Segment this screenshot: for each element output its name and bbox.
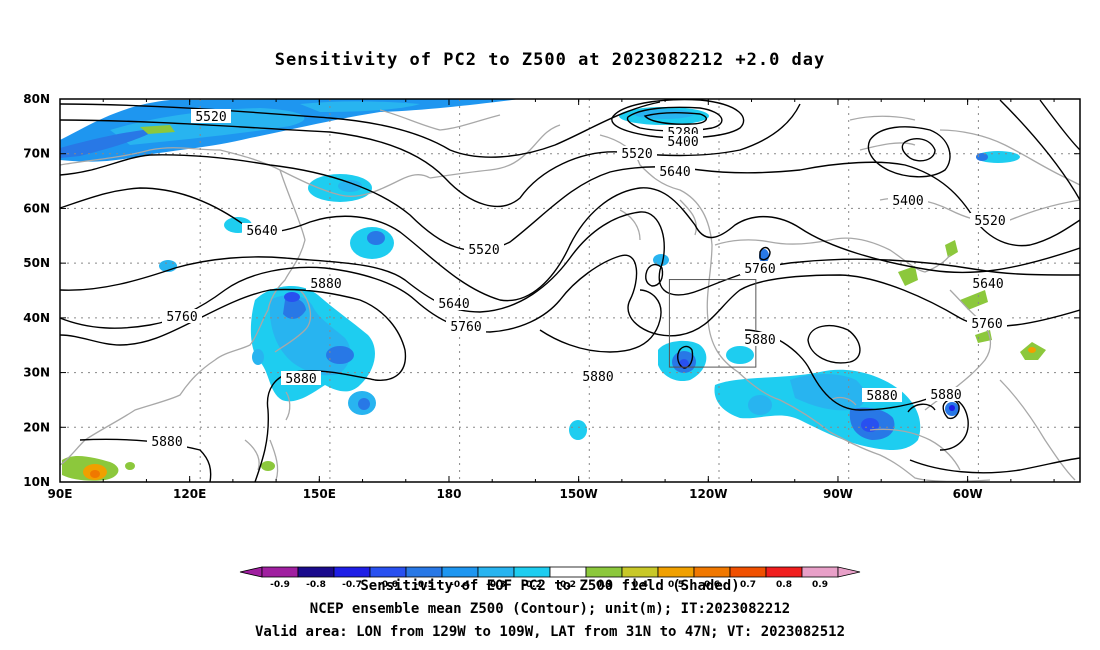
lat-label: 30N bbox=[23, 366, 50, 380]
colorbar-tick-label: -0.3 bbox=[486, 580, 506, 590]
contour-label: 5880 bbox=[578, 369, 618, 385]
svg-text:5760: 5760 bbox=[744, 262, 775, 277]
colorbar-tick-label: 0.3 bbox=[596, 580, 612, 590]
colorbar-tick-label: -0.9 bbox=[270, 580, 290, 590]
contour-label: 5400 bbox=[888, 193, 928, 209]
contour-label: 5880 bbox=[926, 387, 966, 403]
colorbar-tick-label: 0.9 bbox=[812, 580, 828, 590]
colorbar-tick-label: 0.6 bbox=[704, 580, 720, 590]
contour-label: 5640 bbox=[655, 164, 695, 180]
lat-label: 10N bbox=[23, 475, 50, 489]
footer-line-1: Sensitivity of EOF PC2 to Z500 field (Sh… bbox=[360, 578, 740, 594]
svg-text:5400: 5400 bbox=[892, 194, 923, 209]
map-title: Sensitivity of PC2 to Z500 at 2023082212… bbox=[274, 50, 826, 70]
contour-label: 5760 bbox=[740, 261, 780, 277]
colorbar-tick-label: -0.8 bbox=[306, 580, 326, 590]
svg-text:5880: 5880 bbox=[310, 277, 341, 292]
svg-text:5520: 5520 bbox=[621, 147, 652, 162]
contour-label: 5400 bbox=[663, 134, 703, 150]
svg-text:5520: 5520 bbox=[974, 214, 1005, 229]
longitude-labels: 90E 120E 150E 180 150W 120W 90W 60W bbox=[48, 487, 983, 501]
colorbar-tick-label: 0.8 bbox=[776, 580, 792, 590]
colorbar-tick-label: 0.2 bbox=[560, 580, 576, 590]
footer-line-2: NCEP ensemble mean Z500 (Contour); unit(… bbox=[309, 601, 791, 617]
lat-label: 80N bbox=[23, 92, 50, 106]
footer-caption: Sensitivity of EOF PC2 to Z500 field (Sh… bbox=[0, 575, 1100, 644]
svg-text:5880: 5880 bbox=[744, 333, 775, 348]
svg-text:5640: 5640 bbox=[438, 297, 469, 312]
colorbar-end-right bbox=[837, 566, 861, 578]
z500-contours bbox=[60, 99, 1080, 482]
svg-text:5880: 5880 bbox=[285, 372, 316, 387]
svg-text:5520: 5520 bbox=[468, 243, 499, 258]
lon-label: 60W bbox=[953, 487, 983, 501]
contour-label: 5640 bbox=[242, 223, 282, 239]
lon-label: 120W bbox=[689, 487, 727, 501]
contour-label: 5760 bbox=[967, 316, 1007, 332]
contour-label: 5760 bbox=[446, 319, 486, 335]
colorbar-tick-label: -0.5 bbox=[414, 580, 434, 590]
svg-text:5640: 5640 bbox=[972, 277, 1003, 292]
colorbar-tick-label: -0.4 bbox=[450, 580, 470, 590]
lon-label: 180 bbox=[436, 487, 461, 501]
lat-label: 20N bbox=[23, 420, 50, 434]
lon-label: 150W bbox=[559, 487, 597, 501]
contour-label: 5640 bbox=[434, 296, 474, 312]
lat-label: 60N bbox=[23, 201, 50, 215]
colorbar-tick-label: 0.4 bbox=[632, 580, 648, 590]
svg-text:5760: 5760 bbox=[166, 310, 197, 325]
svg-text:5640: 5640 bbox=[246, 224, 277, 239]
contour-label: 5880 bbox=[281, 371, 321, 387]
svg-text:5880: 5880 bbox=[866, 389, 897, 404]
svg-text:5640: 5640 bbox=[659, 165, 690, 180]
contour-label: 5640 bbox=[968, 276, 1008, 292]
contour-label: 5520 bbox=[970, 213, 1010, 229]
svg-text:5520: 5520 bbox=[195, 110, 226, 125]
lat-label: 50N bbox=[23, 256, 50, 270]
contour-label: 5880 bbox=[306, 276, 346, 292]
svg-text:5400: 5400 bbox=[667, 135, 698, 150]
latitude-labels: 80N 70N 60N 50N 40N 30N 20N 10N bbox=[23, 92, 50, 489]
contour-label: 5520 bbox=[191, 109, 231, 125]
lon-label: 90W bbox=[823, 487, 853, 501]
colorbar: -0.9 -0.8 -0.7 -0.6 -0.5 -0.4 -0.3 -0.2 0.2 0.3 0.… bbox=[239, 566, 861, 590]
lat-label: 70N bbox=[23, 147, 50, 161]
colorbar-tick-label: -0.6 bbox=[378, 580, 398, 590]
contour-label: 5880 bbox=[147, 434, 187, 450]
svg-text:5880: 5880 bbox=[582, 370, 613, 385]
contour-label: 5880 bbox=[740, 332, 780, 348]
svg-text:5760: 5760 bbox=[450, 320, 481, 335]
colorbar-tick-label: -0.7 bbox=[342, 580, 362, 590]
lon-label: 150E bbox=[303, 487, 336, 501]
svg-text:5880: 5880 bbox=[930, 388, 961, 403]
svg-text:5880: 5880 bbox=[151, 435, 182, 450]
lon-label: 90E bbox=[48, 487, 73, 501]
lat-label: 40N bbox=[23, 311, 50, 325]
colorbar-tick-label: 0.7 bbox=[740, 580, 756, 590]
lon-label: 120E bbox=[173, 487, 206, 501]
map-frame bbox=[59, 98, 1081, 483]
contour-label: 5880 bbox=[862, 388, 902, 404]
colorbar-tick-label: -0.2 bbox=[522, 580, 542, 590]
svg-text:5760: 5760 bbox=[971, 317, 1002, 332]
colorbar-tick-label: 0.5 bbox=[668, 580, 684, 590]
graticule bbox=[60, 99, 1080, 482]
contour-label: 5760 bbox=[162, 309, 202, 325]
contour-label: 5520 bbox=[464, 242, 504, 258]
contour-labels: 5520564058805760588055205640576058805280… bbox=[147, 109, 1010, 450]
contour-label: 5520 bbox=[617, 146, 657, 162]
valid-area-box bbox=[668, 279, 757, 368]
footer-line-3: Valid area: LON from 129W to 109W, LAT f… bbox=[254, 624, 845, 640]
